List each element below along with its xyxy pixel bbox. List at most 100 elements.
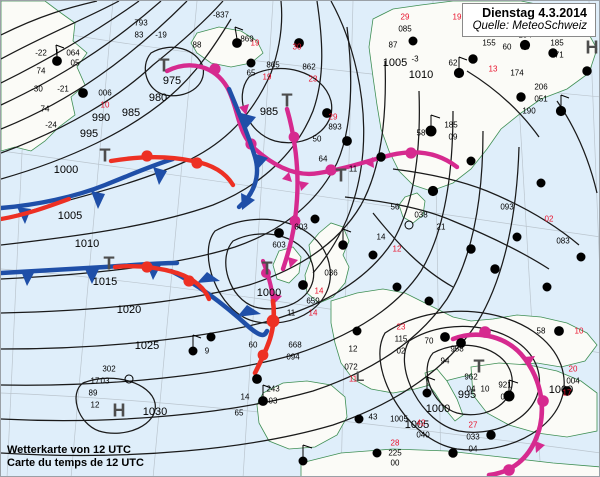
cold-front-atlantic-mid bbox=[1, 156, 176, 211]
isobar-label: 1020 bbox=[116, 304, 142, 316]
station-text: 94 bbox=[440, 356, 450, 366]
station-text: 004 bbox=[566, 376, 580, 386]
station-text: 14 bbox=[240, 392, 250, 402]
station-text: 74 bbox=[40, 104, 50, 114]
station-text: 00 bbox=[390, 458, 400, 468]
station-text-red: 29 bbox=[328, 112, 338, 122]
isobar-label: 1000 bbox=[548, 384, 574, 396]
station-text: 11 bbox=[286, 308, 296, 318]
occluded-front-barbs-baltic bbox=[288, 131, 309, 268]
station-text-red: 14 bbox=[314, 286, 324, 296]
warm-front-atlantic-south bbox=[112, 264, 212, 302]
station-text: 668 bbox=[288, 340, 302, 350]
isobar-label: 1005 bbox=[382, 57, 408, 69]
station-text: 21 bbox=[436, 222, 446, 232]
station-text: 051 bbox=[534, 94, 548, 104]
isobar-label: 1010 bbox=[74, 238, 100, 250]
isobar-label: 995 bbox=[79, 128, 99, 140]
station-text: 60 bbox=[502, 42, 512, 52]
pressure-center-high: H bbox=[112, 400, 126, 421]
isobar-label: 980 bbox=[148, 92, 168, 104]
station-text: 65 bbox=[234, 408, 244, 418]
station-text-red: 19 bbox=[452, 12, 462, 22]
isobar-label: 1015 bbox=[92, 276, 118, 288]
station-text: 03 bbox=[268, 396, 278, 406]
station-text-red: 30 bbox=[292, 42, 302, 52]
pressure-center-low: T bbox=[103, 253, 115, 274]
station-text: 60 bbox=[248, 340, 258, 350]
station-text: -837 bbox=[212, 10, 230, 20]
station-text: 185 bbox=[444, 120, 458, 130]
station-text: 65 bbox=[246, 68, 256, 78]
pressure-center-low: T bbox=[261, 258, 273, 279]
station-plots bbox=[52, 26, 592, 466]
land-ireland bbox=[272, 246, 302, 284]
station-text: 040 bbox=[416, 430, 430, 440]
station-text: 958 bbox=[450, 344, 464, 354]
station-text: 14 bbox=[376, 232, 386, 242]
station-text: 03 bbox=[100, 376, 110, 386]
station-text: 006 bbox=[98, 88, 112, 98]
station-text: -21 bbox=[57, 84, 69, 94]
isobars bbox=[1, 1, 598, 457]
station-text-red: 23 bbox=[308, 74, 318, 84]
station-text: 083 bbox=[556, 236, 570, 246]
station-text: 174 bbox=[510, 68, 524, 78]
station-text: -19 bbox=[155, 30, 167, 40]
land-iberia bbox=[256, 380, 348, 450]
isobar-closed-975 bbox=[144, 46, 205, 97]
station-text-red: 19 bbox=[262, 72, 272, 82]
station-text-red: 02 bbox=[544, 214, 554, 224]
station-text-red: 10 bbox=[574, 326, 584, 336]
station-text-red: 20 bbox=[568, 364, 578, 374]
station-text-red: 23 bbox=[396, 322, 406, 332]
station-text: 09 bbox=[448, 132, 458, 142]
occluded-front-southeast bbox=[450, 332, 545, 476]
station-text: 036 bbox=[324, 268, 338, 278]
legend-box: Wetterkarte von 12 UTC Carte du temps de… bbox=[7, 444, 144, 472]
station-text: 89 bbox=[88, 388, 98, 398]
legend-line-fr: Carte du temps de 12 UTC bbox=[7, 457, 144, 470]
warm-front-iceland bbox=[1, 196, 72, 222]
station-text: 70 bbox=[424, 336, 434, 346]
station-text: 11 bbox=[348, 164, 358, 174]
station-text: 50 bbox=[312, 134, 322, 144]
station-text-red: 28 bbox=[390, 438, 400, 448]
station-text: 793 bbox=[134, 18, 148, 28]
station-text: 56 bbox=[390, 202, 400, 212]
map-date: Dienstag 4.3.2014 bbox=[482, 6, 587, 20]
pressure-center-low: T bbox=[281, 90, 293, 111]
station-text: 071 bbox=[550, 50, 564, 60]
station-text: 87 bbox=[388, 40, 398, 50]
station-text: 10 bbox=[480, 384, 490, 394]
station-text: 83 bbox=[134, 30, 144, 40]
isobar-label: 990 bbox=[91, 112, 111, 124]
station-text: 064 bbox=[66, 48, 80, 58]
isobar-label: 1005 bbox=[57, 210, 83, 222]
station-text: -3 bbox=[411, 54, 419, 64]
station-text: 07 bbox=[500, 392, 510, 402]
station-text: 12 bbox=[90, 400, 100, 410]
station-text: 093 bbox=[500, 202, 514, 212]
cold-front-barbs-atlantic-north bbox=[241, 113, 268, 210]
station-text: 58 bbox=[536, 326, 546, 336]
station-text: 038 bbox=[414, 210, 428, 220]
legend-line-de: Wetterkarte von 12 UTC bbox=[7, 443, 131, 456]
station-text-red: 13 bbox=[488, 64, 498, 74]
station-text: 659 bbox=[306, 296, 320, 306]
station-text: 302 bbox=[102, 364, 116, 374]
station-text: -30 bbox=[31, 84, 43, 94]
isobar-label: 1000 bbox=[53, 164, 79, 176]
station-text: 64 bbox=[318, 154, 328, 164]
station-text: 185 bbox=[550, 38, 564, 48]
isobar-label: 1005 bbox=[404, 419, 430, 431]
station-text: 04 bbox=[466, 384, 476, 394]
station-text: 085 bbox=[398, 24, 412, 34]
warm-front-barbs-atlantic-north bbox=[141, 150, 203, 169]
station-text: 12 bbox=[348, 344, 358, 354]
pressure-center-low: T bbox=[335, 165, 347, 186]
wind-barb bbox=[55, 26, 570, 457]
station-circle bbox=[52, 36, 592, 466]
